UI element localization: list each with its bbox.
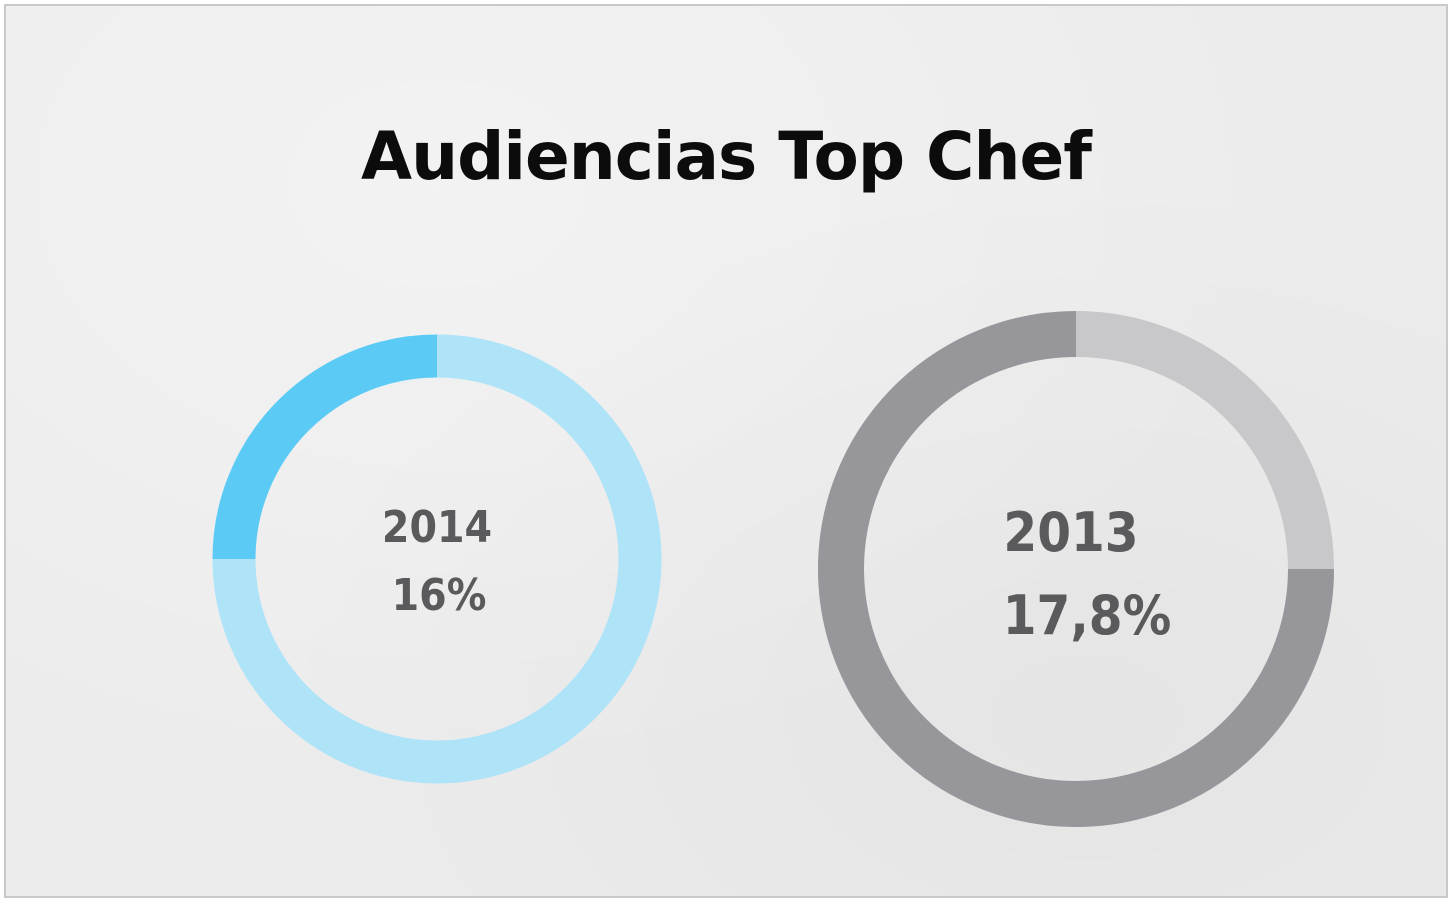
donut-2014-year-label: 2014 [382,502,492,553]
donut-2014-value-label: 16% [392,570,487,621]
chart-title: Audiencias Top Chef [361,118,1092,195]
donut-2013-highlight-arc [818,311,1334,827]
donut-2013-value-label: 17,8% [1003,584,1172,647]
donut-2013: 2013 17,8% [818,311,1334,827]
donut-2013-year-label: 2013 [1003,501,1138,564]
donut-2014: 2014 16% [212,334,662,784]
chart-frame: Audiencias Top Chef [4,4,1448,898]
donut-2014-highlight-arc [212,334,438,560]
